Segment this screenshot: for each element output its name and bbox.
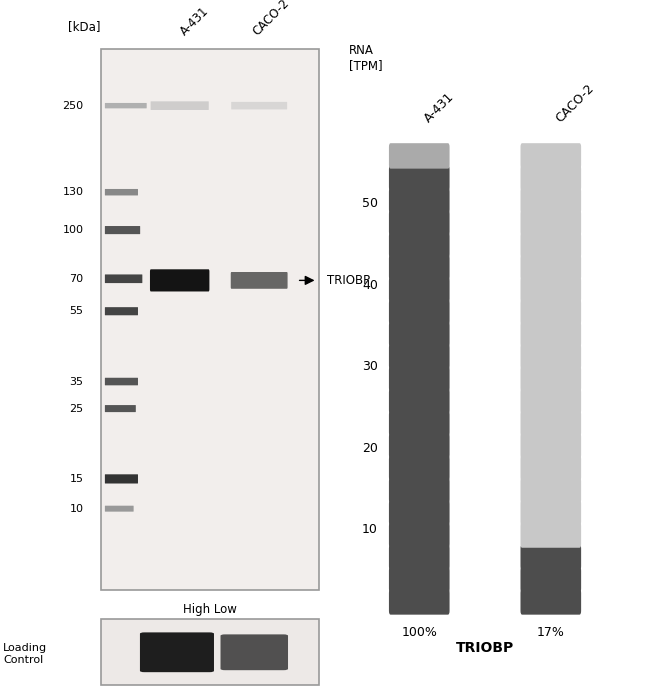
- FancyBboxPatch shape: [105, 103, 147, 108]
- FancyBboxPatch shape: [140, 632, 214, 672]
- Text: 50: 50: [362, 198, 378, 210]
- FancyBboxPatch shape: [521, 455, 581, 481]
- FancyBboxPatch shape: [389, 277, 450, 302]
- Text: 35: 35: [70, 376, 83, 387]
- Text: Loading
Control: Loading Control: [3, 643, 47, 665]
- FancyBboxPatch shape: [521, 366, 581, 392]
- FancyBboxPatch shape: [521, 165, 581, 191]
- Text: High Low: High Low: [183, 603, 237, 616]
- FancyBboxPatch shape: [521, 344, 581, 369]
- FancyBboxPatch shape: [389, 232, 450, 258]
- FancyBboxPatch shape: [389, 589, 450, 615]
- FancyBboxPatch shape: [521, 277, 581, 302]
- FancyBboxPatch shape: [389, 389, 450, 414]
- FancyBboxPatch shape: [389, 455, 450, 481]
- FancyBboxPatch shape: [389, 544, 450, 570]
- FancyBboxPatch shape: [105, 505, 134, 512]
- Text: 25: 25: [69, 403, 83, 414]
- Text: 250: 250: [62, 101, 83, 111]
- FancyBboxPatch shape: [150, 269, 209, 292]
- Text: 40: 40: [362, 279, 378, 292]
- Text: CACO-2: CACO-2: [554, 82, 597, 125]
- FancyBboxPatch shape: [521, 589, 581, 615]
- FancyBboxPatch shape: [521, 411, 581, 436]
- FancyBboxPatch shape: [389, 299, 450, 325]
- FancyBboxPatch shape: [389, 411, 450, 436]
- FancyBboxPatch shape: [105, 475, 138, 484]
- FancyBboxPatch shape: [521, 500, 581, 526]
- FancyBboxPatch shape: [521, 567, 581, 593]
- FancyBboxPatch shape: [389, 567, 450, 593]
- FancyBboxPatch shape: [521, 143, 581, 169]
- FancyBboxPatch shape: [105, 378, 138, 385]
- FancyBboxPatch shape: [521, 322, 581, 347]
- FancyBboxPatch shape: [220, 634, 288, 670]
- FancyBboxPatch shape: [521, 299, 581, 325]
- FancyBboxPatch shape: [521, 544, 581, 570]
- Text: 10: 10: [70, 504, 83, 514]
- Text: RNA
[TPM]: RNA [TPM]: [349, 44, 383, 72]
- FancyBboxPatch shape: [105, 307, 138, 315]
- FancyBboxPatch shape: [105, 274, 142, 283]
- FancyBboxPatch shape: [389, 522, 450, 548]
- FancyBboxPatch shape: [521, 232, 581, 258]
- Text: CACO-2: CACO-2: [250, 0, 291, 38]
- Text: 70: 70: [69, 274, 83, 284]
- Text: TRIOBP: TRIOBP: [456, 641, 514, 655]
- FancyBboxPatch shape: [389, 433, 450, 459]
- FancyBboxPatch shape: [389, 143, 450, 169]
- FancyBboxPatch shape: [521, 522, 581, 548]
- Text: 17%: 17%: [537, 625, 565, 639]
- FancyBboxPatch shape: [389, 477, 450, 503]
- FancyBboxPatch shape: [105, 226, 140, 234]
- FancyBboxPatch shape: [105, 189, 138, 195]
- FancyBboxPatch shape: [521, 255, 581, 280]
- FancyBboxPatch shape: [389, 366, 450, 392]
- FancyBboxPatch shape: [389, 344, 450, 369]
- FancyBboxPatch shape: [105, 405, 136, 412]
- Text: 55: 55: [70, 306, 83, 316]
- FancyBboxPatch shape: [389, 255, 450, 280]
- Text: 20: 20: [362, 442, 378, 454]
- Text: 100%: 100%: [401, 625, 437, 639]
- Text: 15: 15: [70, 474, 83, 484]
- FancyBboxPatch shape: [521, 389, 581, 414]
- FancyBboxPatch shape: [521, 210, 581, 235]
- FancyBboxPatch shape: [389, 322, 450, 347]
- FancyBboxPatch shape: [521, 433, 581, 459]
- Text: A-431: A-431: [422, 90, 457, 125]
- FancyBboxPatch shape: [521, 477, 581, 503]
- FancyBboxPatch shape: [389, 188, 450, 214]
- Text: [kDa]: [kDa]: [68, 20, 101, 33]
- Text: A-431: A-431: [178, 4, 212, 38]
- FancyBboxPatch shape: [231, 102, 287, 110]
- FancyBboxPatch shape: [389, 500, 450, 526]
- FancyBboxPatch shape: [389, 210, 450, 235]
- Text: 130: 130: [62, 187, 83, 198]
- Text: 30: 30: [362, 360, 378, 373]
- FancyBboxPatch shape: [521, 188, 581, 214]
- FancyBboxPatch shape: [389, 165, 450, 191]
- Text: TRIOBP: TRIOBP: [327, 274, 370, 287]
- Text: 100: 100: [62, 225, 83, 235]
- Text: 10: 10: [362, 523, 378, 536]
- FancyBboxPatch shape: [151, 101, 209, 110]
- FancyBboxPatch shape: [231, 272, 287, 289]
